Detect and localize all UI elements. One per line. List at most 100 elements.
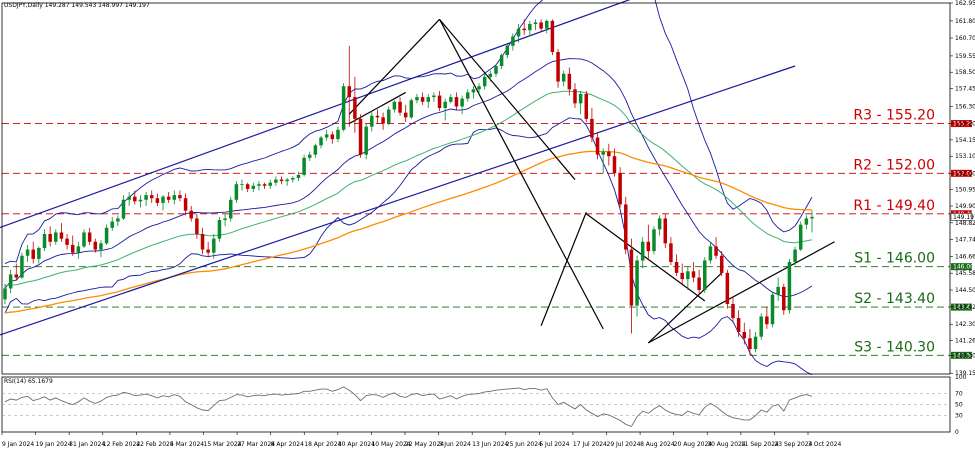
candle-body [37, 248, 41, 259]
candle-body [133, 196, 137, 202]
candle-body [375, 115, 380, 118]
time-tick-label: 19 Jan 2024 [36, 441, 72, 448]
candle-body [765, 316, 769, 325]
candle-body [59, 232, 64, 239]
candle-body [466, 92, 470, 99]
candle-body [770, 294, 775, 325]
level-price-tag: 143.400 [953, 304, 975, 311]
candle-body [228, 199, 233, 219]
candle-body [793, 249, 797, 262]
candle-body [652, 229, 656, 252]
candle-body [618, 173, 622, 205]
trendline-drawings [0, 0, 835, 344]
candle-body [20, 255, 24, 278]
candle-body [590, 118, 594, 138]
level-price-tag: 140.300 [953, 352, 975, 359]
time-tick-label: 25 Jun 2024 [506, 441, 542, 448]
time-tick-label: 22 May 2024 [405, 441, 444, 448]
time-tick-label: 12 Feb 2024 [103, 441, 141, 448]
time-tick-label: 8 Apr 2024 [271, 441, 304, 448]
candle-body [166, 196, 171, 200]
candle-body [274, 179, 278, 183]
price-tick-label: 148.820 [955, 220, 975, 227]
price-tick-label: 153.100 [955, 153, 975, 160]
candle-body [719, 255, 724, 273]
decline-line-left [439, 18, 576, 180]
time-tick-label: 29 Jul 2024 [607, 441, 641, 448]
level-price-tag-bg [951, 303, 972, 311]
candle-body [302, 157, 306, 175]
candle-body [93, 241, 98, 250]
candle-body [76, 246, 81, 253]
time-tick-label: 8 Aug 2024 [640, 441, 675, 448]
candle-body [217, 220, 222, 239]
price-tick-label: 159.550 [955, 53, 975, 60]
time-tick-label: 30 Aug 2024 [707, 441, 746, 448]
candle-body [742, 332, 747, 339]
candle-body [285, 179, 289, 182]
candle-body [296, 174, 301, 178]
bollinger-upper-line [4, 0, 813, 265]
time-tick-label: 5 Mar 2024 [170, 441, 204, 448]
triangle-upper-line [585, 213, 706, 302]
candle-body [437, 95, 442, 108]
candle-body [601, 151, 605, 155]
candle-body [144, 195, 148, 200]
price-tick-label: 152.000 [955, 170, 975, 177]
candle-body [82, 232, 86, 247]
candle-body [612, 156, 617, 174]
channel-upper-line [0, 0, 631, 229]
candle-body [595, 137, 600, 155]
candle-body [759, 316, 763, 337]
candle-body [268, 182, 272, 186]
level-price-tag-bg [951, 351, 972, 359]
candle-body [178, 195, 182, 199]
candle-body [403, 112, 408, 118]
candle-body [370, 115, 374, 127]
candle-body [87, 232, 92, 242]
candle-body [127, 196, 131, 200]
price-tick-label: 149.900 [955, 203, 975, 210]
rising-wedge-lower-line [348, 91, 406, 125]
candle-body [776, 286, 780, 295]
candle-body [245, 184, 250, 189]
candle-body [624, 204, 628, 250]
price-tick-label: 155.200 [955, 121, 975, 128]
candle-body [54, 232, 58, 242]
candle-body [65, 238, 69, 245]
level-price-tag-bg [951, 263, 972, 271]
candle-body [640, 241, 645, 261]
rsi-tick-label: 50 [955, 402, 963, 409]
price-tick-label: 156.300 [955, 103, 975, 110]
candle-body [121, 199, 126, 219]
candle-body [443, 101, 447, 108]
candle-body [336, 129, 340, 140]
candle-body [31, 249, 35, 259]
candle-body [330, 134, 335, 140]
candle-body [432, 95, 436, 98]
candlestick-series [3, 19, 814, 356]
candle-body [550, 20, 555, 52]
level-label-r1: R1 - 149.40 [853, 198, 935, 214]
candle-body [657, 218, 662, 230]
rsi-tick-label: 70 [955, 391, 963, 398]
price-tick-label: 150.950 [955, 187, 975, 194]
candle-body [206, 249, 210, 253]
price-tick-label: 147.740 [955, 237, 975, 244]
candle-body [703, 260, 707, 290]
candle-body [353, 97, 357, 119]
candle-body [522, 28, 526, 31]
price-axis: 162.950 161.800 160.700 159.550 158.500 157.4… [1, 0, 975, 433]
breakout-support-line [648, 241, 835, 344]
rsi-tick-label: 100 [955, 374, 967, 381]
candle-body [731, 304, 735, 318]
last-price-tag-bg [950, 213, 973, 221]
level-price-tag: 152.000 [953, 170, 975, 177]
time-tick-label: 30 Apr 2024 [338, 441, 375, 448]
moving-average-green-line [4, 90, 813, 286]
candle-body [116, 218, 120, 222]
bollinger-middle-line [4, 58, 813, 298]
rising-wedge-upper-line [348, 18, 440, 115]
